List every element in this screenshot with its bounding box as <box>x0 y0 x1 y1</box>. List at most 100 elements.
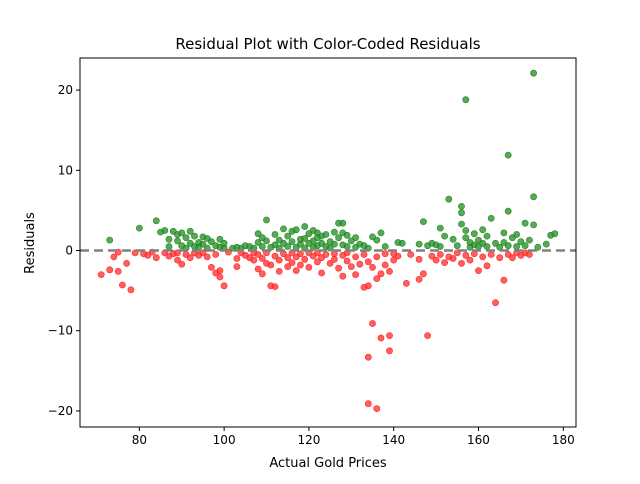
negative-residual-point <box>402 279 410 287</box>
x-axis-ticks: 80 100 120 140 160 180 <box>132 427 575 447</box>
positive-residual-point <box>483 232 491 240</box>
negative-residual-point <box>305 263 313 271</box>
positive-residual-point <box>254 239 262 246</box>
plot-frame <box>79 57 577 428</box>
negative-residual-point <box>526 251 533 258</box>
negative-residual-point <box>233 263 241 270</box>
y-tick-label: 20 <box>58 83 73 97</box>
negative-residual-point <box>271 252 279 260</box>
positive-residual-point <box>373 236 381 244</box>
negative-residual-point <box>373 405 381 412</box>
positive-residual-point <box>496 243 504 251</box>
negative-residual-point <box>373 253 381 261</box>
positive-residual-point <box>174 237 181 245</box>
positive-residual-point <box>445 195 453 203</box>
negative-residual-point <box>271 283 279 290</box>
positive-residual-point <box>335 234 342 242</box>
positive-residual-point <box>106 236 114 244</box>
positive-residual-point <box>178 229 186 237</box>
positive-residual-point <box>284 232 292 240</box>
y-axis-ticks: −20 −10 0 10 20 <box>48 83 80 418</box>
negative-residual-point <box>186 254 194 262</box>
negative-residual-point <box>394 252 402 260</box>
positive-residual-point <box>521 219 529 227</box>
positive-residual-point <box>284 243 292 250</box>
negative-residual-point <box>250 256 258 264</box>
positive-residual-point <box>441 232 448 240</box>
positive-residual-point <box>152 217 160 225</box>
negative-residual-point <box>258 255 266 262</box>
positive-residual-point <box>462 234 470 242</box>
negative-residual-point <box>415 255 423 263</box>
negative-residual-point <box>432 256 440 264</box>
positive-residual-point <box>191 232 198 240</box>
y-axis-label: Residuals <box>23 212 38 274</box>
negative-residual-point <box>152 254 160 262</box>
positive-residual-point <box>263 237 270 245</box>
negative-residual-point <box>386 267 393 275</box>
negative-residual-point <box>326 259 334 267</box>
x-axis-label: Actual Gold Prices <box>269 456 387 471</box>
negative-residual-point <box>178 260 186 268</box>
negative-residual-point <box>254 265 262 273</box>
negative-residual-point <box>284 254 292 262</box>
positive-residual-point <box>343 243 351 250</box>
negative-residual-point <box>479 253 487 261</box>
negative-residual-point <box>318 269 325 277</box>
positive-residual-point <box>258 243 266 250</box>
positive-residual-point <box>513 231 520 238</box>
negative-residual-point <box>347 263 355 270</box>
negative-residual-point <box>284 263 292 270</box>
x-tick-label: 160 <box>467 433 490 447</box>
negative-residual-point <box>106 266 114 274</box>
negative-residual-point <box>335 264 342 272</box>
negative-residual-point <box>339 272 347 280</box>
negative-residual-point <box>386 347 393 355</box>
positive-residual-point <box>343 231 351 239</box>
negative-residual-point <box>364 400 372 408</box>
positive-residual-point <box>165 235 173 243</box>
positive-residual-point <box>377 229 385 237</box>
positive-residual-point <box>458 202 465 210</box>
positive-residual-point <box>526 236 533 244</box>
positive-residual-point <box>182 234 190 242</box>
positive-residual-point <box>207 238 215 246</box>
positive-residual-point <box>216 235 224 243</box>
negative-residual-point <box>216 273 224 281</box>
positive-residual-point <box>330 240 338 248</box>
negative-residual-point <box>352 271 359 278</box>
negative-residual-point <box>360 251 368 258</box>
negative-residual-point <box>174 256 181 264</box>
positive-residual-point <box>551 230 559 238</box>
negative-residual-point <box>207 263 215 271</box>
negative-residual-point <box>301 255 309 263</box>
positive-residual-point <box>271 231 279 238</box>
positive-residual-point <box>135 224 143 232</box>
negative-residual-point <box>369 263 376 271</box>
negative-residual-point <box>352 253 359 261</box>
negative-residual-point <box>123 259 130 267</box>
negative-residual-point <box>415 275 423 283</box>
x-tick-label: 100 <box>213 433 236 447</box>
positive-residual-point <box>296 240 304 248</box>
positive-residual-point <box>280 225 287 233</box>
positive-residual-point <box>462 96 470 104</box>
negative-residual-point <box>212 251 220 258</box>
negative-residual-point <box>364 353 372 361</box>
positive-residual-point <box>436 224 444 232</box>
positive-residual-point <box>199 240 207 248</box>
negative-residual-point <box>127 286 135 294</box>
negative-residual-point <box>381 250 389 258</box>
negative-residual-point <box>377 334 385 342</box>
positive-residual-point <box>530 69 537 77</box>
positive-residual-point <box>263 216 270 224</box>
negative-residual-point <box>458 259 465 267</box>
positive-residual-point <box>492 239 499 247</box>
positive-residual-point <box>542 240 550 248</box>
negative-residual-point <box>119 281 126 289</box>
negative-residual-point <box>203 253 211 261</box>
negative-residual-point <box>313 258 321 266</box>
negative-residual-point <box>407 251 415 258</box>
x-tick-label: 180 <box>552 433 575 447</box>
